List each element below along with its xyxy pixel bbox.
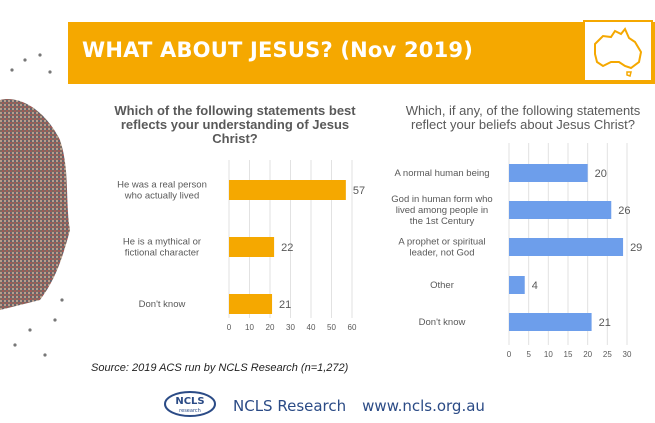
left-category-label: Don't know	[139, 299, 186, 310]
left-bar-value: 21	[279, 299, 291, 311]
right-tick-label: 25	[603, 350, 612, 359]
left-category-label: He is a mythical or fictional character	[123, 237, 201, 259]
left-tick-label: 10	[245, 323, 254, 332]
right-tick-label: 5	[526, 350, 531, 359]
right-category-label: A prophet or spiritual leader, not God	[398, 237, 485, 259]
page-title: WHAT ABOUT JESUS? (Nov 2019)	[82, 38, 473, 62]
right-bar-value: 20	[595, 168, 607, 180]
left-bar	[229, 180, 346, 200]
footer-url[interactable]: www.ncls.org.au	[362, 397, 485, 415]
australia-map-icon	[594, 27, 643, 77]
right-bar-value: 29	[630, 242, 642, 254]
source-note: Source: 2019 ACS run by NCLS Research (n…	[91, 362, 349, 374]
footer-org: NCLS Research	[233, 397, 347, 415]
left-bar-value: 57	[353, 185, 365, 197]
left-tick-label: 30	[286, 323, 295, 332]
ncls-logo: NCLS research	[164, 391, 216, 417]
header-banner	[68, 22, 655, 84]
footer: NCLS Research www.ncls.org.au	[233, 397, 501, 415]
right-tick-label: 20	[583, 350, 592, 359]
left-bar	[229, 294, 273, 314]
left-tick-label: 60	[348, 323, 357, 332]
left-bar	[229, 237, 275, 257]
left-bar-value: 22	[281, 242, 293, 254]
right-category-label: God in human form who lived among people …	[391, 194, 492, 227]
left-category-label: He was a real person who actually lived	[117, 180, 207, 202]
ncls-logo-text: NCLS	[175, 396, 204, 407]
right-bar-value: 26	[618, 205, 630, 217]
right-category-label: Don't know	[419, 317, 466, 328]
right-bar-value: 4	[532, 280, 538, 292]
crowd-image	[0, 53, 70, 357]
right-tick-label: 0	[507, 350, 512, 359]
right-bar	[509, 164, 588, 182]
right-bar-value: 21	[599, 317, 611, 329]
right-bar	[509, 313, 592, 331]
right-tick-label: 10	[544, 350, 553, 359]
australia-logo	[583, 20, 653, 82]
right-bar	[509, 238, 624, 256]
right-tick-label: 15	[564, 350, 573, 359]
left-tick-label: 20	[266, 323, 275, 332]
right-bar	[509, 201, 612, 219]
left-tick-label: 50	[327, 323, 336, 332]
left-tick-label: 0	[227, 323, 232, 332]
right-bar	[509, 276, 525, 294]
chart-left-title: Which of the following statements best r…	[114, 103, 356, 146]
chart-right-title: Which, if any, of the following statemen…	[405, 103, 641, 132]
right-category-label: A normal human being	[394, 168, 489, 179]
ncls-logo-sub: research	[179, 408, 201, 414]
right-category-label: Other	[430, 280, 454, 291]
left-tick-label: 40	[307, 323, 316, 332]
right-tick-label: 30	[623, 350, 632, 359]
